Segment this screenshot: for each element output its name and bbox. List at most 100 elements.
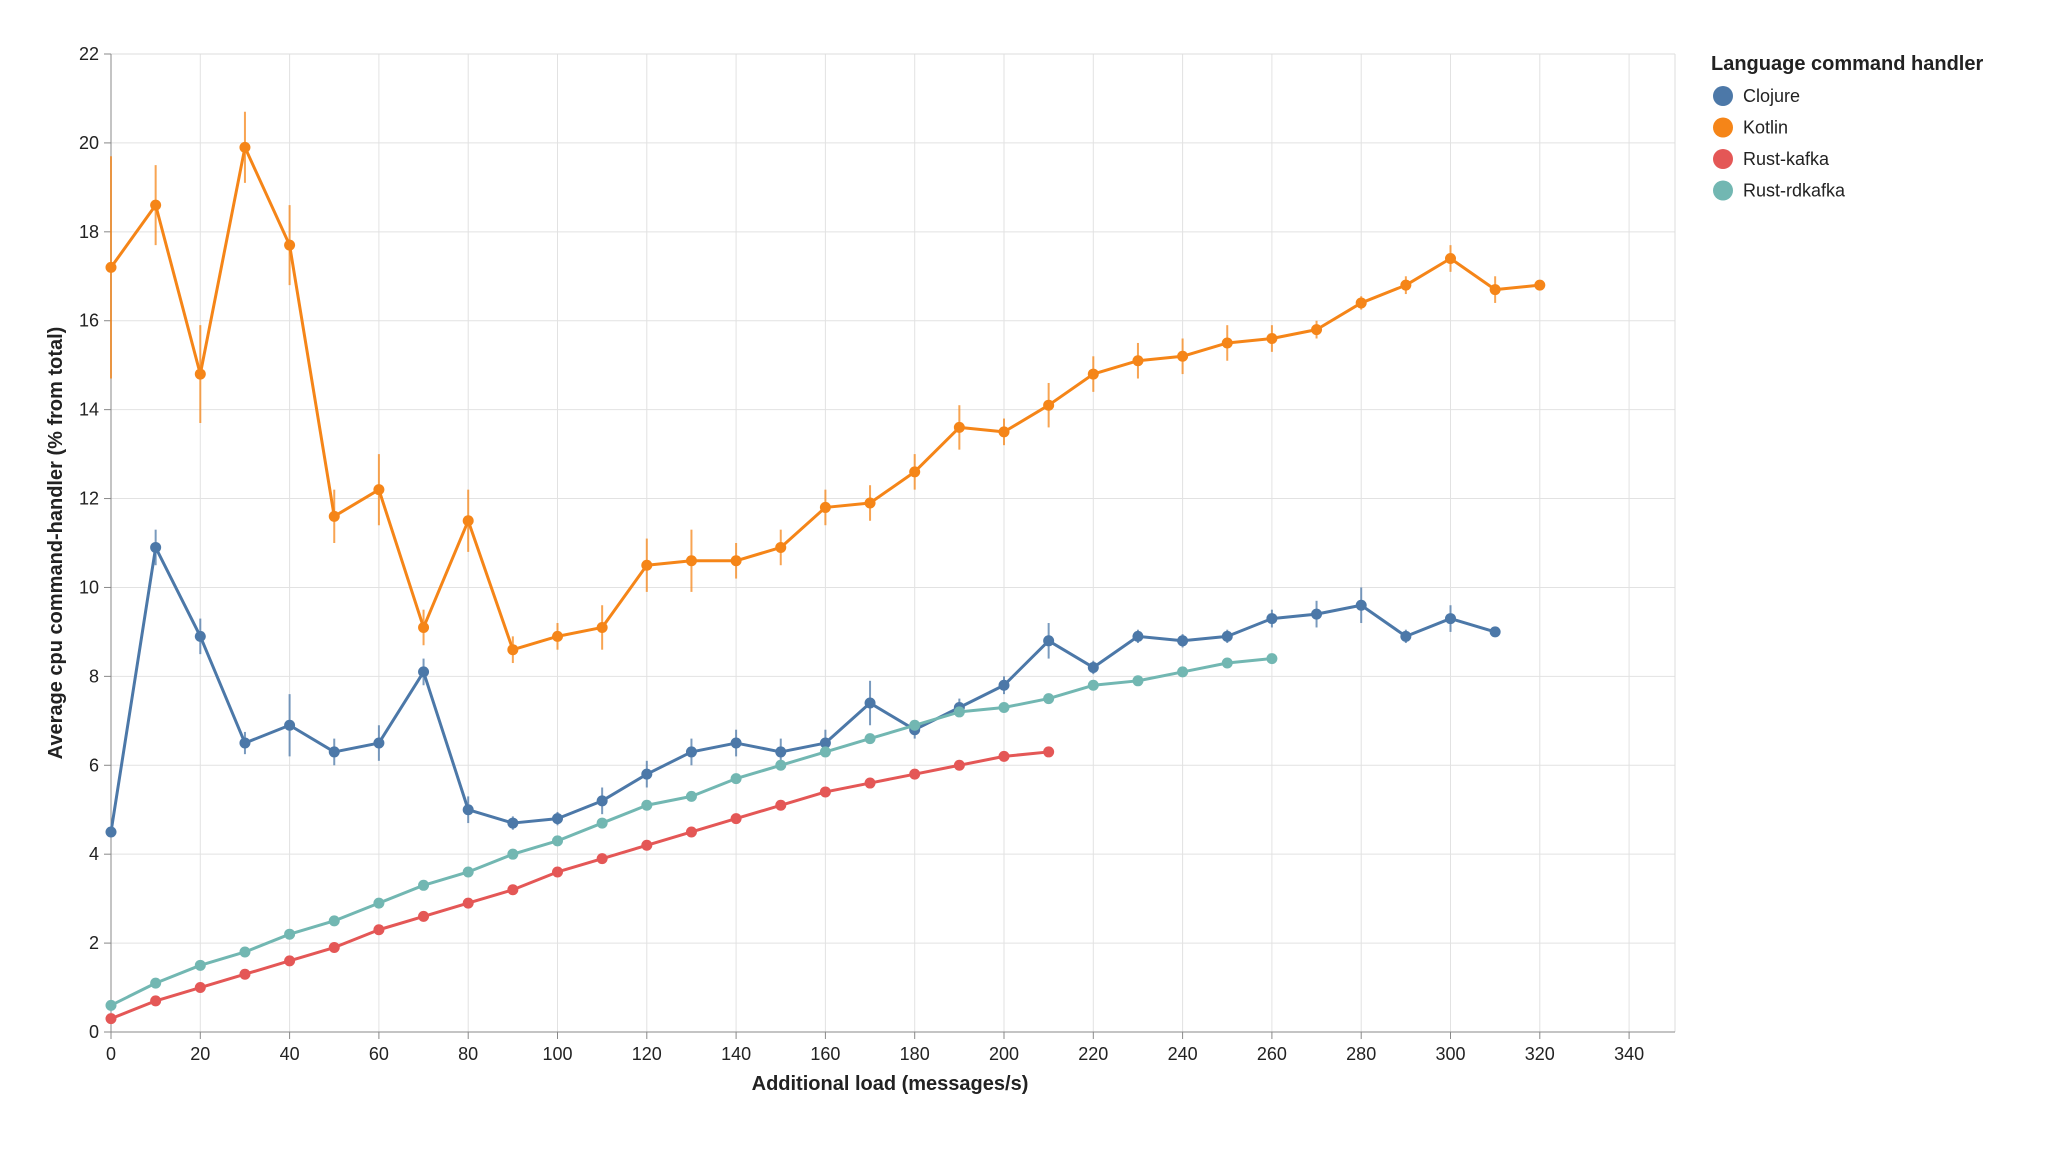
data-point xyxy=(685,826,697,838)
y-tick-label: 20 xyxy=(79,133,99,153)
data-point xyxy=(418,621,430,633)
y-tick-label: 14 xyxy=(79,400,99,420)
data-point xyxy=(909,719,921,731)
data-point xyxy=(552,813,563,825)
data-point xyxy=(239,946,251,958)
data-point xyxy=(1400,630,1412,642)
data-point xyxy=(194,368,206,380)
data-point xyxy=(150,199,162,211)
data-point xyxy=(418,879,430,891)
data-point xyxy=(730,737,742,749)
data-point xyxy=(239,141,251,153)
data-point xyxy=(1534,279,1546,291)
data-point xyxy=(775,799,787,811)
x-tick-label: 0 xyxy=(106,1044,116,1064)
data-point xyxy=(1355,297,1367,309)
legend-swatch xyxy=(1713,86,1733,106)
y-tick-label: 16 xyxy=(79,311,99,331)
data-point xyxy=(150,995,162,1007)
series-kotlin xyxy=(105,111,1546,664)
x-tick-label: 340 xyxy=(1614,1044,1644,1064)
x-tick-label: 220 xyxy=(1078,1044,1108,1064)
grid-lines xyxy=(110,53,1676,1033)
data-point xyxy=(105,261,117,273)
data-point xyxy=(1221,337,1233,349)
data-point xyxy=(1043,635,1055,647)
data-point xyxy=(730,813,742,825)
data-point xyxy=(150,541,162,553)
data-point xyxy=(194,959,206,971)
data-point xyxy=(998,679,1010,691)
data-point xyxy=(150,977,162,989)
data-point xyxy=(685,790,697,802)
data-point xyxy=(462,804,474,816)
data-point xyxy=(998,701,1010,713)
data-point xyxy=(1177,666,1189,678)
x-tick-label: 140 xyxy=(721,1044,751,1064)
x-tick-label: 40 xyxy=(280,1044,300,1064)
data-point xyxy=(864,733,876,745)
data-point xyxy=(462,897,474,909)
data-point xyxy=(641,799,653,811)
data-point xyxy=(998,750,1010,762)
legend-label: Rust-kafka xyxy=(1743,149,1830,169)
data-point xyxy=(328,746,340,758)
data-point xyxy=(641,559,653,571)
data-point xyxy=(596,621,608,633)
data-point xyxy=(105,1013,117,1025)
y-tick-label: 0 xyxy=(89,1022,99,1042)
data-point xyxy=(507,644,519,656)
data-point xyxy=(284,719,296,731)
data-point xyxy=(1221,657,1233,669)
data-point xyxy=(1400,279,1412,291)
x-tick-label: 260 xyxy=(1257,1044,1287,1064)
axes: 0 20 40 60 80 100 120 140 160 180 200 220 240 260 280 3… xyxy=(79,44,1675,1064)
data-point xyxy=(775,541,787,553)
data-point xyxy=(1266,653,1278,665)
data-point xyxy=(685,746,697,758)
data-point xyxy=(418,666,430,678)
y-axis-title: Average cpu command-handler (% from tota… xyxy=(45,327,67,760)
x-tick-label: 80 xyxy=(458,1044,478,1064)
data-point xyxy=(1311,608,1323,620)
x-tick-label: 280 xyxy=(1346,1044,1376,1064)
legend-swatch xyxy=(1713,117,1733,138)
series-line xyxy=(110,750,1049,1021)
data-point xyxy=(1355,599,1367,611)
data-point xyxy=(373,737,385,749)
data-point xyxy=(373,924,385,936)
y-tick-label: 4 xyxy=(89,844,99,864)
x-tick-label: 160 xyxy=(810,1044,840,1064)
data-point xyxy=(953,421,965,433)
data-point xyxy=(239,968,251,980)
x-tick-label: 300 xyxy=(1435,1044,1465,1064)
data-point xyxy=(909,466,921,478)
data-point xyxy=(819,737,831,749)
data-point xyxy=(1221,630,1233,642)
data-point xyxy=(596,795,608,807)
data-point xyxy=(328,510,340,522)
x-tick-label: 60 xyxy=(369,1044,389,1064)
data-point xyxy=(194,630,206,642)
x-tick-label: 180 xyxy=(900,1044,930,1064)
data-point xyxy=(552,630,563,642)
legend: Language command handler Clojure Kotlin Ru… xyxy=(1711,53,1983,201)
data-point xyxy=(284,955,296,967)
data-point xyxy=(641,839,653,851)
data-point xyxy=(909,768,921,780)
data-point xyxy=(730,555,742,567)
data-point xyxy=(864,697,876,709)
data-point xyxy=(552,866,563,878)
data-point xyxy=(685,555,697,567)
data-point xyxy=(1043,746,1055,758)
series-layer xyxy=(105,111,1546,1025)
data-point xyxy=(328,915,340,927)
data-point xyxy=(239,737,251,749)
y-tick-label: 10 xyxy=(79,577,99,597)
data-point xyxy=(596,817,608,829)
x-tick-label: 200 xyxy=(989,1044,1019,1064)
legend-swatch xyxy=(1713,149,1733,169)
y-tick-label: 12 xyxy=(79,489,99,509)
data-point xyxy=(998,426,1010,438)
x-tick-label: 320 xyxy=(1525,1044,1555,1064)
